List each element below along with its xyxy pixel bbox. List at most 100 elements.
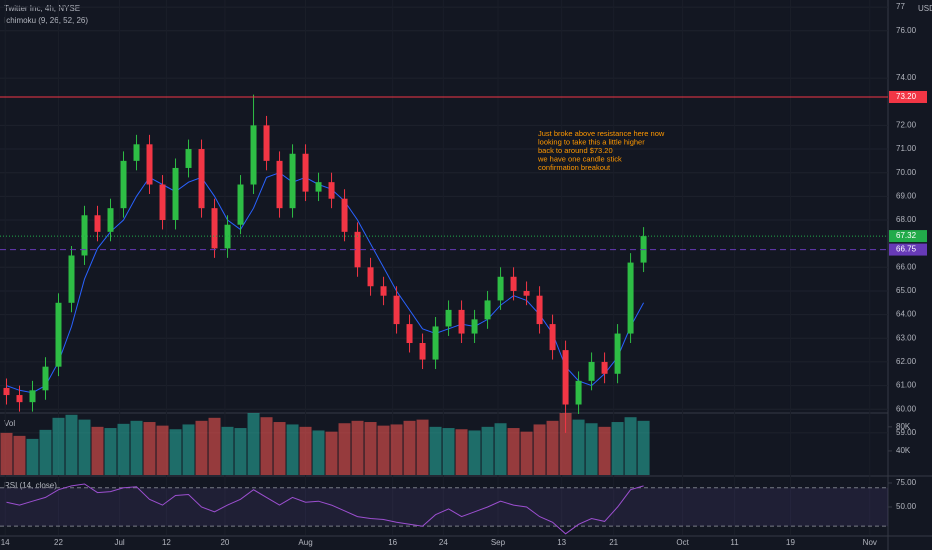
price-label: 66.75: [896, 245, 917, 254]
y-tick-label: 60.00: [896, 404, 917, 413]
volume-bar: [0, 432, 13, 475]
x-tick-label: 12: [162, 538, 171, 547]
candle-body: [289, 153, 296, 209]
volume-bar: [598, 426, 611, 475]
chart-title: Twitter Inc, 4h, NYSE: [4, 4, 80, 13]
x-tick-label: 21: [609, 538, 618, 547]
volume-bar: [546, 420, 559, 475]
candle-body: [367, 267, 374, 287]
x-tick-label: 14: [1, 538, 10, 547]
candle-body: [419, 343, 426, 360]
rsi-label: RSI (14, close): [4, 481, 57, 490]
candle-body: [172, 167, 179, 220]
y-tick-label: 64.00: [896, 310, 917, 319]
candle-body: [198, 149, 205, 209]
x-tick-label: Oct: [676, 538, 689, 547]
candle-body: [380, 286, 387, 296]
rsi-line: [6, 483, 644, 535]
volume-bar: [520, 431, 533, 475]
candle-body: [445, 309, 452, 327]
candle-body: [315, 182, 322, 192]
y-tick-label: 68.00: [896, 215, 917, 224]
volume-label: Vol: [4, 419, 15, 428]
volume-bar: [260, 417, 273, 475]
candle-body: [575, 380, 582, 405]
x-tick-label: 16: [388, 538, 397, 547]
candle-body: [601, 361, 608, 374]
y-tick-label: 76.00: [896, 26, 917, 35]
candle-body: [42, 366, 49, 391]
candle-body: [16, 395, 23, 403]
rsi-tick-label: 50.00: [896, 502, 917, 511]
candle-body: [354, 231, 361, 268]
volume-bar: [585, 423, 598, 475]
volume-bar: [195, 420, 208, 475]
volume-bar: [169, 429, 182, 475]
candle-body: [276, 160, 283, 209]
y-tick-label: 63.00: [896, 333, 917, 342]
candle-body: [146, 144, 153, 185]
y-tick-label: 77: [896, 2, 905, 11]
x-tick-label: Sep: [491, 538, 506, 547]
volume-bar: [312, 430, 325, 475]
price-label-box: [889, 243, 927, 256]
y-tick-label: 72.00: [896, 120, 917, 129]
x-tick-label: Aug: [298, 538, 312, 547]
volume-bar: [533, 424, 546, 475]
candle-body: [341, 198, 348, 232]
annotation: back to around $73.20: [538, 146, 613, 155]
volume-bar: [91, 426, 104, 475]
currency: USD: [918, 4, 932, 13]
volume-bar: [637, 420, 650, 475]
volume-bar: [208, 417, 221, 475]
candle-body: [588, 361, 595, 381]
x-tick-label: Nov: [863, 538, 877, 547]
volume-bar: [130, 420, 143, 475]
volume-bar: [182, 424, 195, 475]
volume-bar: [468, 430, 481, 475]
candle-body: [562, 350, 569, 405]
volume-bar: [143, 422, 156, 475]
y-tick-label: 59.00: [896, 428, 917, 437]
candle-body: [302, 153, 309, 192]
candle-body: [250, 125, 257, 185]
y-tick-label: 70.00: [896, 168, 917, 177]
candle-body: [549, 324, 556, 351]
annotation: confirmation breakout: [538, 163, 611, 172]
volume-bar: [39, 429, 52, 475]
volume-bar: [221, 426, 234, 475]
candle-body: [107, 208, 114, 232]
volume-bar: [13, 435, 26, 475]
volume-bar: [247, 413, 260, 475]
x-tick-label: 24: [439, 538, 448, 547]
y-tick-label: 62.00: [896, 357, 917, 366]
y-tick-label: 66.00: [896, 262, 917, 271]
y-tick-label: 71.00: [896, 144, 917, 153]
volume-bar: [416, 419, 429, 475]
price-label-box: [889, 230, 927, 243]
volume-bar: [325, 431, 338, 475]
x-tick-label: 13: [557, 538, 566, 547]
volume-bar: [377, 425, 390, 475]
candle-body: [458, 309, 465, 334]
volume-bar: [338, 423, 351, 475]
volume-bar: [52, 417, 65, 475]
candle-body: [94, 215, 101, 232]
candle-body: [432, 326, 439, 360]
annotation: Just broke above resistance here now: [538, 129, 665, 138]
volume-bar: [351, 420, 364, 475]
volume-bar: [364, 422, 377, 475]
volume-bar: [156, 425, 169, 475]
volume-bar: [442, 428, 455, 475]
volume-bar: [481, 426, 494, 475]
candle-body: [237, 184, 244, 225]
volume-tick-label: 80K: [896, 422, 911, 431]
volume-bar: [559, 413, 572, 475]
candle-body: [523, 290, 530, 296]
volume-bar: [455, 429, 468, 475]
volume-bar: [273, 422, 286, 475]
candle-body: [81, 215, 88, 256]
candle-body: [627, 262, 634, 334]
y-tick-label: 74.00: [896, 73, 917, 82]
